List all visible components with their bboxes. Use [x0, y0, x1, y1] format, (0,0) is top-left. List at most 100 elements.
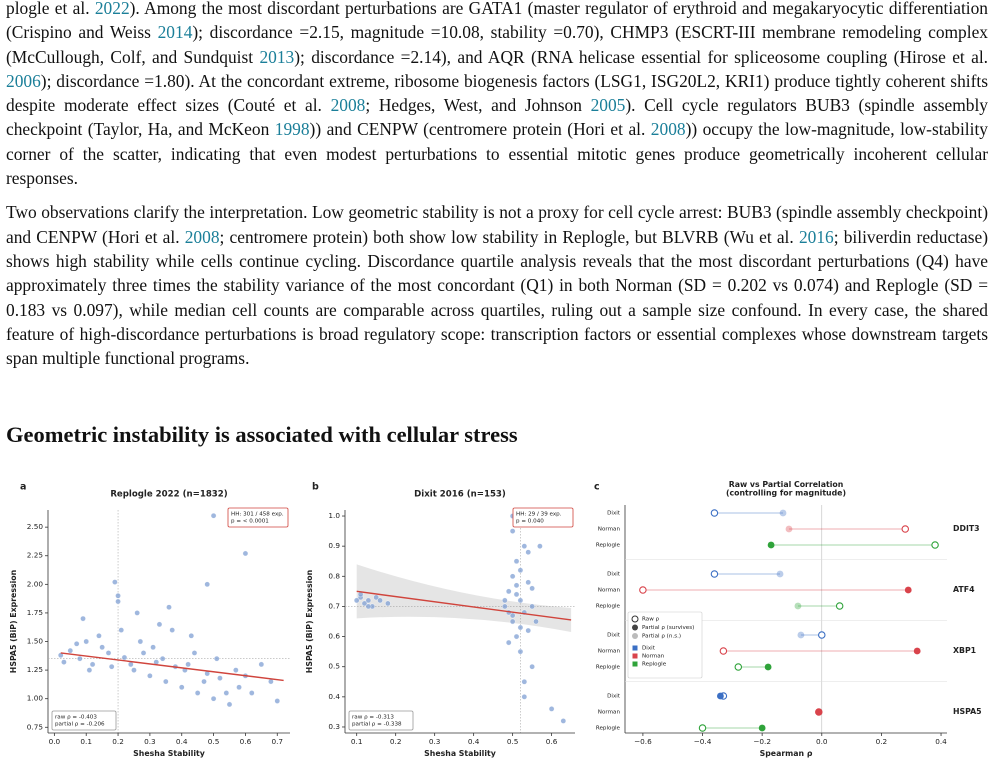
raw-marker	[698, 724, 707, 732]
annotation-text: HH: 301 / 458 exp.	[231, 512, 284, 518]
data-point	[178, 684, 185, 691]
y-tick-label: 0.8	[328, 571, 340, 580]
row-label: Norman	[598, 527, 621, 533]
data-point	[77, 655, 83, 662]
legend-label: Partial ρ (n.s.)	[642, 634, 681, 640]
data-point	[521, 678, 528, 685]
raw-marker	[719, 647, 728, 655]
legend-symbol	[631, 615, 639, 623]
raw-marker	[901, 525, 910, 533]
gene-label: XBP1	[953, 646, 976, 655]
y-tick-label: 1.75	[27, 608, 43, 617]
text-run: ; centromere protein) both show low stab…	[219, 226, 799, 247]
x-axis-label: Shesha Stability	[133, 749, 205, 758]
data-point	[377, 597, 383, 604]
row-label: Replogle	[596, 726, 621, 732]
text-run: )) occupy the low-magnitude, low-stabili…	[6, 119, 988, 189]
partial-marker	[797, 631, 805, 639]
data-point	[521, 543, 528, 549]
annotation-text: partial ρ = -0.338	[352, 722, 402, 728]
citation-link[interactable]: 2013	[259, 46, 295, 67]
x-tick-label: 0.3	[144, 737, 156, 746]
panel-letter: a	[20, 482, 26, 493]
data-point	[525, 549, 532, 555]
raw-marker	[818, 631, 826, 639]
row-label: Replogle	[596, 665, 621, 671]
data-point	[353, 597, 360, 604]
legend-box	[627, 611, 703, 679]
y-tick-label: 1.50	[27, 637, 44, 646]
panel-title: Replogle 2022 (n=1832)	[110, 490, 227, 500]
citation-link[interactable]: 2006	[6, 70, 41, 91]
data-point	[96, 632, 102, 639]
text-run: ; Hedges, West, and Johnson	[365, 95, 591, 116]
y-tick-label: 2.25	[27, 551, 43, 560]
data-point	[513, 633, 520, 640]
raw-marker	[835, 602, 844, 610]
citation-link[interactable]: 2008	[330, 95, 366, 116]
data-point	[505, 588, 512, 595]
paragraph: plogle et al. 2022). Among the most disc…	[6, 0, 988, 190]
data-point	[385, 600, 391, 607]
partial-marker	[904, 586, 912, 594]
citation-link[interactable]: 1998	[274, 119, 310, 140]
y-tick-label: 0.9	[328, 541, 340, 550]
data-point	[509, 573, 516, 580]
legend-swatch	[632, 661, 638, 667]
citation-link[interactable]: 2014	[157, 22, 193, 43]
data-point	[517, 567, 524, 574]
x-tick-label: 0.4	[468, 737, 480, 746]
legend-swatch	[632, 653, 638, 659]
data-point	[248, 690, 255, 696]
data-point	[140, 650, 147, 656]
data-point	[57, 652, 64, 659]
data-point	[258, 661, 265, 668]
section-heading: Geometric instability is associated with…	[6, 422, 518, 447]
annotation-box	[348, 710, 414, 731]
x-tick-label: 0.4	[176, 737, 188, 746]
data-point	[533, 618, 539, 625]
data-point	[191, 650, 198, 656]
data-point	[201, 678, 207, 685]
data-point	[509, 618, 516, 625]
y-axis-label: HSPA5 (BiP) Expression	[9, 570, 18, 673]
text-run: ); discordance =2.15, magnitude =10.08, …	[6, 22, 988, 67]
y-tick-label: 0.75	[27, 722, 43, 731]
text-run: ; biliverdin reductase) shows high stabi…	[6, 226, 988, 369]
legend-label: Partial ρ (survives)	[642, 625, 694, 631]
citation-link[interactable]: 2005	[590, 95, 626, 116]
x-tick-label: 0.2	[112, 737, 124, 746]
partial-marker	[758, 724, 766, 732]
body-text: plogle et al. 2022). Among the most disc…	[6, 0, 988, 380]
data-point	[236, 684, 242, 691]
data-point	[513, 558, 520, 565]
text-run: plogle et al.	[6, 0, 95, 18]
x-tick-label: 0.6	[546, 737, 558, 746]
gene-label: ATF4	[953, 585, 975, 594]
y-tick-label: 0.7	[328, 601, 340, 610]
citation-link[interactable]: 2016	[798, 226, 834, 247]
data-point	[517, 597, 524, 604]
figure: 0.75 1.00 1.25 1.50 1.75 2.00 2.25 2.50 0.0 0.1 0.…	[9, 480, 982, 758]
data-point	[513, 591, 520, 598]
data-point	[112, 579, 118, 585]
annotation-box	[227, 507, 289, 528]
data-point	[529, 585, 535, 592]
data-point	[361, 600, 368, 607]
partial-marker	[717, 692, 724, 700]
data-point	[73, 640, 80, 647]
y-tick-label: 0.5	[328, 662, 340, 671]
annotation-text: p = < 0.0001	[231, 519, 269, 525]
data-point	[188, 632, 195, 639]
data-point	[217, 675, 223, 681]
panel-title: Raw vs Partial Correlation	[729, 480, 844, 489]
y-tick-label: 2.00	[27, 579, 44, 588]
data-point	[529, 603, 535, 610]
annotation-text: raw ρ = -0.313	[352, 715, 394, 721]
data-point	[194, 690, 201, 696]
data-point	[156, 621, 163, 628]
citation-link[interactable]: 2008	[650, 119, 686, 140]
citation-link[interactable]: 2022	[94, 0, 130, 18]
data-point	[242, 550, 249, 557]
citation-link[interactable]: 2008	[184, 226, 220, 247]
